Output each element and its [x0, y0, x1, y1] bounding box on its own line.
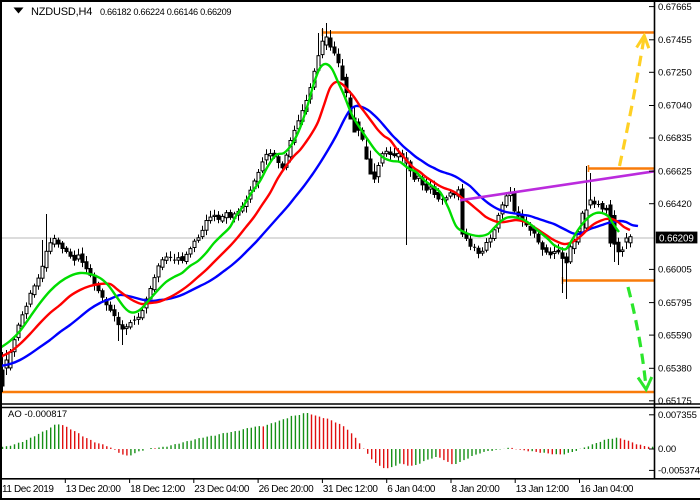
svg-text:0.67040: 0.67040: [658, 101, 692, 112]
svg-text:0.66182 0.66224 0.66146 0.6620: 0.66182 0.66224 0.66146 0.66209: [100, 7, 231, 17]
svg-text:NZDUSD,H4: NZDUSD,H4: [31, 6, 92, 18]
svg-text:-0.005374: -0.005374: [658, 466, 700, 477]
svg-text:0.66420: 0.66420: [658, 199, 692, 210]
svg-text:0.67665: 0.67665: [658, 2, 692, 13]
svg-text:13 Jan 12:00: 13 Jan 12:00: [516, 484, 570, 495]
svg-text:0.66625: 0.66625: [658, 166, 692, 177]
svg-text:13 Dec 20:00: 13 Dec 20:00: [66, 484, 122, 495]
svg-text:0.65590: 0.65590: [658, 330, 692, 341]
svg-text:0.65795: 0.65795: [658, 298, 692, 309]
svg-text:6 Jan 04:00: 6 Jan 04:00: [387, 484, 436, 495]
svg-text:0.007355: 0.007355: [658, 410, 697, 421]
svg-text:0.65175: 0.65175: [658, 396, 692, 407]
svg-text:0.00: 0.00: [658, 444, 676, 455]
svg-text:0.67455: 0.67455: [658, 35, 692, 46]
svg-text:18 Dec 12:00: 18 Dec 12:00: [130, 484, 186, 495]
svg-text:AO -0.000817: AO -0.000817: [8, 409, 67, 420]
svg-text:0.66209: 0.66209: [659, 234, 694, 245]
svg-text:16 Jan 04:00: 16 Jan 04:00: [580, 484, 634, 495]
svg-text:23 Dec 04:00: 23 Dec 04:00: [194, 484, 250, 495]
svg-text:11 Dec 2019: 11 Dec 2019: [2, 484, 54, 495]
svg-text:0.66835: 0.66835: [658, 133, 692, 144]
svg-text:31 Dec 12:00: 31 Dec 12:00: [323, 484, 379, 495]
svg-text:0.66005: 0.66005: [658, 265, 692, 276]
svg-text:8 Jan 20:00: 8 Jan 20:00: [452, 484, 501, 495]
svg-text:0.67250: 0.67250: [658, 68, 692, 79]
svg-text:0.65380: 0.65380: [658, 364, 692, 375]
svg-text:26 Dec 20:00: 26 Dec 20:00: [259, 484, 315, 495]
